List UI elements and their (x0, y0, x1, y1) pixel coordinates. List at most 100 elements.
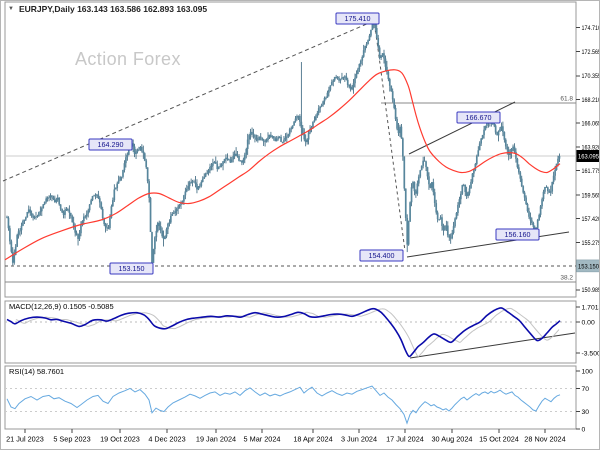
candlestick-body (409, 202, 411, 222)
candlestick-body (402, 138, 404, 157)
candlestick-body (155, 230, 158, 238)
candlestick-body (193, 181, 195, 183)
candlestick-body (404, 188, 407, 218)
candlestick-body (502, 126, 504, 133)
candlestick-body (371, 24, 374, 30)
candlestick-body (344, 76, 346, 78)
candlestick-body (423, 160, 426, 162)
candlestick-body (390, 85, 393, 92)
candlestick-body (10, 241, 13, 252)
candlestick-body (114, 188, 117, 190)
price-annotation-box[interactable] (109, 262, 154, 275)
candlestick-body (400, 126, 403, 139)
candlestick-body (500, 126, 503, 129)
candlestick-body (412, 182, 414, 188)
candlestick-body (406, 217, 409, 245)
candlestick-body (259, 136, 262, 138)
candlestick-body (542, 191, 545, 200)
candlestick-body (254, 134, 256, 138)
candlestick-body (238, 156, 240, 161)
current-price-box (576, 150, 599, 162)
candlestick-body (230, 159, 233, 163)
candlestick-body (471, 173, 474, 182)
candlestick-body (222, 161, 224, 165)
candlestick-body (96, 194, 98, 196)
candlestick-body (467, 193, 469, 197)
candlestick-body (518, 167, 520, 173)
candlestick-body (203, 176, 206, 179)
candlestick-body (69, 212, 72, 217)
candlestick-body (525, 197, 527, 204)
candlestick-body (290, 128, 293, 130)
candlestick-body (388, 79, 391, 86)
candlestick-body (93, 195, 95, 197)
candlestick-body (435, 203, 438, 213)
candlestick-body (425, 161, 427, 168)
chart-title-bar: ▼ EURJPY,Daily 163.143 163.586 162.893 1… (8, 4, 207, 14)
price-annotation-box[interactable] (495, 228, 540, 241)
candlestick-body (322, 101, 324, 105)
moving-average-line (4, 69, 561, 261)
candlestick-body (64, 209, 66, 215)
price-annotation-box[interactable] (88, 138, 133, 151)
candlestick-body (315, 116, 317, 121)
macd-trendline[interactable] (409, 332, 576, 359)
rsi-axis-label: 70 (582, 386, 590, 393)
candlestick-body (103, 218, 105, 225)
candlestick-body (352, 83, 355, 88)
candlestick-body (407, 221, 410, 245)
candlestick-body (168, 222, 171, 224)
candlestick-body (194, 182, 197, 185)
candlestick-body (16, 234, 18, 247)
candlestick-body (188, 182, 191, 187)
candlestick-body (228, 159, 230, 161)
price-annotation-label: 154.400 (369, 251, 395, 260)
candlestick-body (109, 217, 111, 228)
candlestick-body (213, 162, 216, 164)
candlestick-body (251, 131, 253, 134)
candlestick-body (217, 166, 220, 170)
candlestick-body (135, 151, 137, 154)
candlestick-body (165, 229, 168, 237)
candlestick-body (11, 251, 14, 263)
candlestick-body (152, 249, 155, 263)
candlestick-body (77, 234, 79, 239)
candlestick-body (49, 195, 52, 198)
candlestick-body (364, 45, 366, 51)
date-label: 4 Dec 2023 (148, 435, 185, 444)
collapse-chart-icon[interactable]: ▼ (8, 6, 14, 12)
lower-support-trendline[interactable] (406, 231, 570, 258)
candlestick-body (475, 156, 478, 164)
dashed-rising-trendline[interactable] (2, 22, 370, 182)
candlestick-body (528, 211, 530, 217)
price-annotation-box[interactable] (359, 249, 404, 262)
candlestick-body (275, 138, 278, 142)
rsi-axis-label: 100 (582, 368, 594, 375)
candlestick-body (432, 182, 435, 193)
candlestick-body (336, 76, 339, 79)
candlestick-body (112, 200, 114, 207)
candlestick-body (177, 206, 179, 210)
candlestick-body (113, 189, 116, 201)
price-axis-label: 168.210 (582, 97, 600, 104)
candlestick-body (267, 137, 269, 141)
price-annotation-box[interactable] (335, 12, 380, 25)
candlestick-body (33, 217, 36, 219)
candlestick-body (159, 226, 162, 231)
candlestick-body (80, 225, 82, 234)
price-annotation-box[interactable] (456, 111, 501, 124)
macd-axis-label: 1.7013 (582, 304, 600, 311)
candlestick-body (32, 215, 34, 218)
candlestick-body (506, 146, 509, 150)
candlestick-body (48, 197, 50, 198)
candlestick-body (242, 159, 245, 163)
watermark: Action Forex (75, 49, 181, 69)
candlestick-body (497, 131, 500, 136)
candlestick-body (90, 200, 92, 205)
candlestick-body (444, 229, 446, 231)
price-axis-label: 155.275 (582, 240, 600, 247)
candlestick-body (446, 225, 449, 236)
candlestick-body (210, 165, 213, 167)
candlestick-body (416, 183, 419, 194)
